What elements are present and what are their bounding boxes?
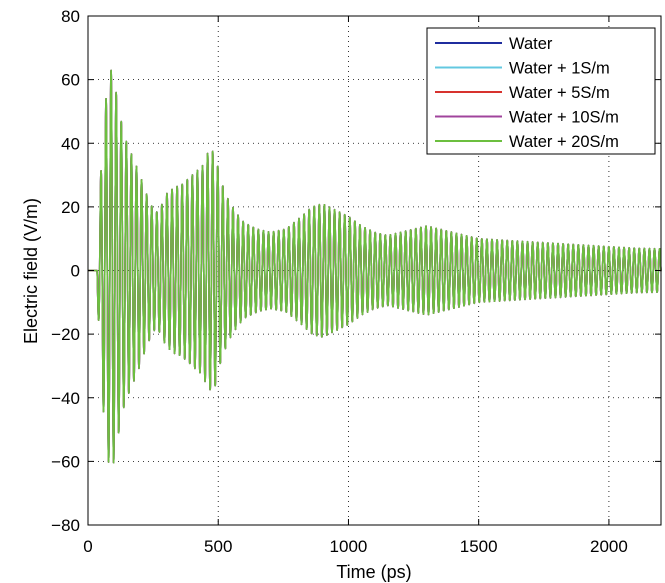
y-tick-label: 0 <box>71 262 80 281</box>
legend-label-2: Water + 5S/m <box>509 84 610 102</box>
y-tick-label: 20 <box>61 198 80 217</box>
x-tick-label: 0 <box>83 537 92 556</box>
y-tick-label: −20 <box>51 325 80 344</box>
y-axis-label: Electric field (V/m) <box>21 198 41 344</box>
axis-ticks: 0 500 1000 1500 2000 −80 −60 −40 −20 0 20 40 60 80 <box>51 7 661 556</box>
legend-label-1: Water + 1S/m <box>509 60 610 78</box>
legend-label-0: Water <box>509 35 553 53</box>
y-tick-label: 60 <box>61 71 80 90</box>
series-line-4 <box>87 69 662 464</box>
x-tick-label: 1000 <box>330 537 368 556</box>
y-tick-label: −40 <box>51 389 80 408</box>
legend-label-3: Water + 10S/m <box>509 109 619 127</box>
y-tick-label: 80 <box>61 7 80 26</box>
x-tick-label: 2000 <box>590 537 628 556</box>
x-tick-label: 500 <box>204 537 232 556</box>
x-tick-label: 1500 <box>460 537 498 556</box>
y-tick-label: −80 <box>51 516 80 535</box>
curves <box>87 69 662 464</box>
legend-label-4: Water + 20S/m <box>509 133 619 151</box>
x-axis-label: Time (ps) <box>336 562 411 582</box>
y-tick-label: −60 <box>51 452 80 471</box>
y-tick-label: 40 <box>61 134 80 153</box>
legend: Water Water + 1S/m Water + 5S/m Water + 10S… <box>426 27 656 155</box>
